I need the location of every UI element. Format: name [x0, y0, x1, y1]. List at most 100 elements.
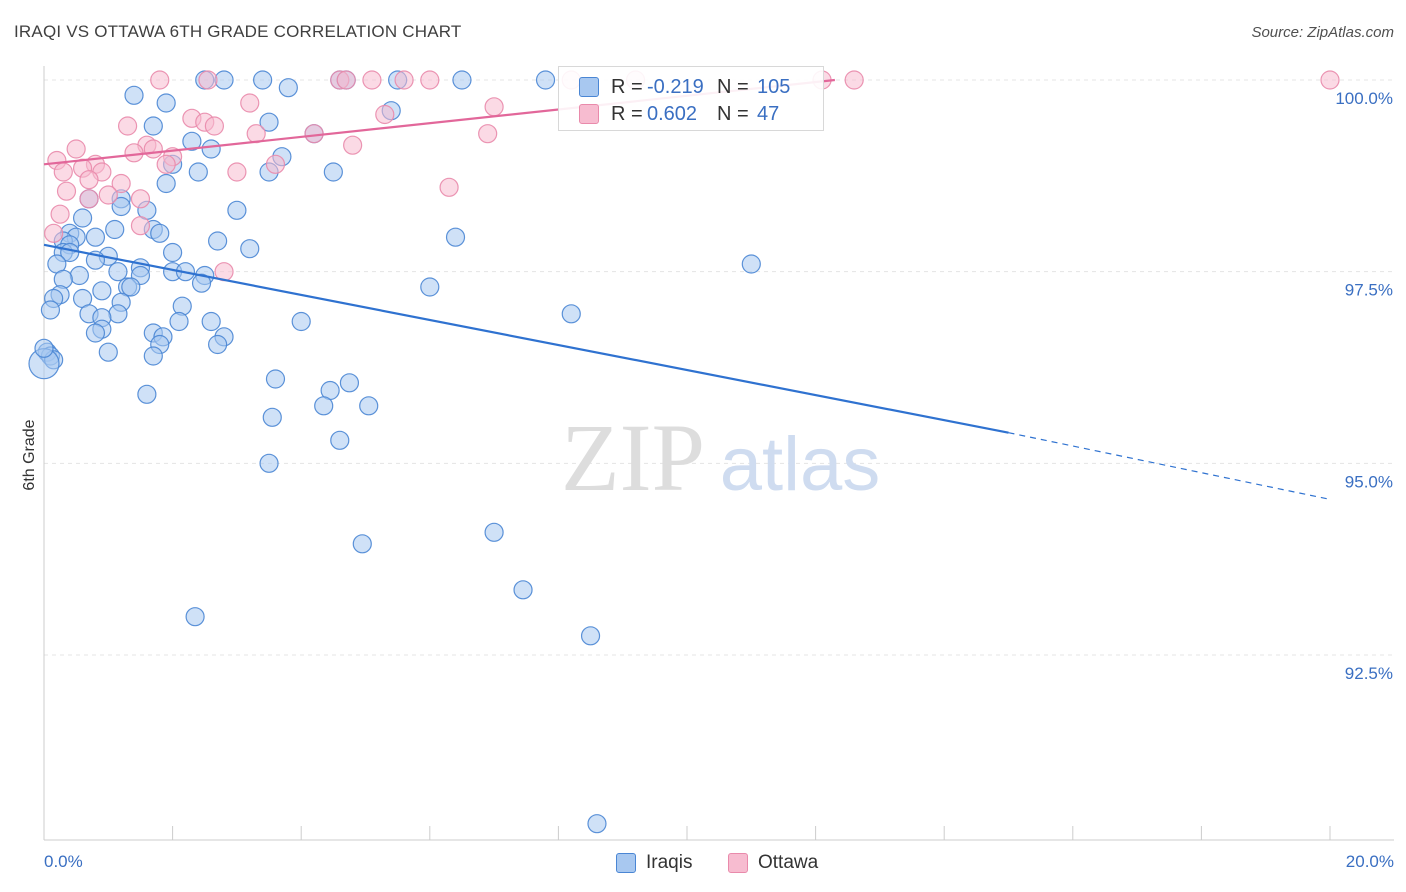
iraqis-point — [191, 273, 212, 293]
iraqis-point — [188, 162, 208, 182]
iraqis-points — [28, 70, 761, 834]
iraqis-point — [40, 300, 61, 320]
iraqis-point — [69, 265, 89, 286]
iraqis-point — [259, 112, 279, 132]
x-axis-max-label: 20.0% — [1345, 852, 1394, 871]
iraqis-point — [484, 522, 504, 542]
series-legend: Iraqis Ottawa — [0, 852, 1406, 876]
ottawa-point — [130, 189, 151, 209]
iraqis-point — [323, 162, 343, 182]
ottawa-point — [56, 181, 77, 201]
iraqis-point — [452, 70, 472, 90]
iraqis-point — [108, 262, 128, 282]
y-tick-label: 92.5% — [1345, 664, 1393, 683]
ottawa-point — [198, 70, 218, 90]
iraqis-trend-line — [43, 243, 1009, 434]
iraqis-point — [169, 311, 189, 332]
r-label: R = — [611, 102, 643, 125]
ottawa-swatch — [579, 104, 599, 124]
ottawa-legend-swatch — [728, 853, 748, 873]
iraqis-point — [253, 70, 273, 90]
ottawa-point — [484, 97, 504, 117]
legend-row-ottawa: R = 0.602 N = 47 — [579, 101, 779, 127]
ottawa-legend-label: Ottawa — [758, 852, 819, 873]
iraqis-point — [259, 453, 279, 473]
iraqis-point — [561, 304, 581, 324]
iraqis-point — [143, 116, 163, 136]
iraqis-point — [34, 338, 54, 358]
iraqis-point — [108, 304, 128, 324]
r-value: -0.219 — [647, 75, 704, 98]
iraqis-point — [156, 93, 176, 113]
ottawa-point — [53, 162, 73, 182]
iraqis-point — [143, 346, 163, 366]
ottawa-point — [130, 216, 151, 236]
iraqis-point — [291, 311, 311, 332]
iraqis-point — [163, 242, 183, 263]
ottawa-point — [304, 124, 324, 144]
ottawa-point — [439, 177, 459, 197]
iraqis-point — [201, 139, 221, 159]
ottawa-point — [420, 70, 440, 90]
ottawa-point — [50, 204, 70, 224]
iraqis-point — [182, 131, 202, 151]
ottawa-point — [117, 116, 138, 136]
ottawa-point — [66, 139, 86, 159]
ottawa-point — [265, 154, 286, 174]
legend-item-iraqis: Iraqis — [616, 852, 692, 874]
iraqis-point — [535, 70, 556, 90]
iraqis-legend-label: Iraqis — [646, 852, 693, 873]
ottawa-point — [79, 170, 99, 190]
iraqis-point — [741, 254, 761, 274]
ottawa-point — [336, 70, 356, 90]
ottawa-point — [394, 70, 414, 90]
iraqis-point — [227, 200, 247, 220]
ottawa-point — [478, 124, 498, 144]
iraqis-point — [214, 70, 234, 90]
y-tick-label: 97.5% — [1345, 281, 1393, 300]
iraqis-legend-swatch — [616, 853, 636, 873]
iraqis-point — [339, 373, 360, 393]
iraqis-point — [201, 311, 221, 332]
ottawa-point — [124, 143, 144, 163]
iraqis-point — [278, 78, 298, 98]
iraqis-point — [513, 580, 533, 600]
ottawa-point — [156, 154, 176, 174]
ottawa-point — [362, 70, 382, 90]
iraqis-point — [137, 384, 157, 404]
ottawa-point — [1320, 70, 1340, 90]
iraqis-point — [580, 626, 601, 646]
iraqis-point — [85, 227, 106, 247]
iraqis-point — [105, 219, 125, 240]
iraqis-point — [352, 534, 372, 554]
iraqis-point — [111, 196, 131, 217]
legend-item-ottawa: Ottawa — [728, 852, 818, 874]
source-label: Source: ZipAtlas.com — [1251, 24, 1394, 41]
ottawa-point — [98, 185, 118, 205]
y-tick-label: 95.0% — [1345, 472, 1393, 491]
iraqis-point — [150, 223, 170, 243]
ottawa-point — [844, 70, 864, 90]
iraqis-point — [330, 430, 350, 450]
iraqis-point — [72, 208, 93, 228]
ottawa-point — [204, 116, 224, 136]
iraqis-point — [240, 239, 260, 259]
r-value: 0.602 — [647, 102, 698, 125]
iraqis-point — [98, 342, 118, 362]
y-tick-labels: 100.0% 97.5% 95.0% 92.5% — [1335, 89, 1393, 683]
chart-title: IRAQI VS OTTAWA 6TH GRADE CORRELATION CH… — [14, 22, 462, 41]
y-tick-label: 100.0% — [1335, 89, 1393, 108]
iraqis-point — [262, 407, 282, 427]
watermark: ZIP atlas — [561, 404, 880, 511]
iraqis-point — [359, 396, 379, 416]
ottawa-point — [150, 70, 170, 90]
iraqis-point — [124, 85, 144, 105]
iraqis-point — [587, 814, 607, 834]
ottawa-point — [143, 139, 163, 159]
iraqis-point — [185, 607, 205, 627]
iraqis-trend-extension — [1008, 432, 1331, 500]
n-value: 47 — [757, 102, 780, 125]
iraqis-point — [92, 281, 112, 301]
n-label: N = — [717, 102, 749, 125]
